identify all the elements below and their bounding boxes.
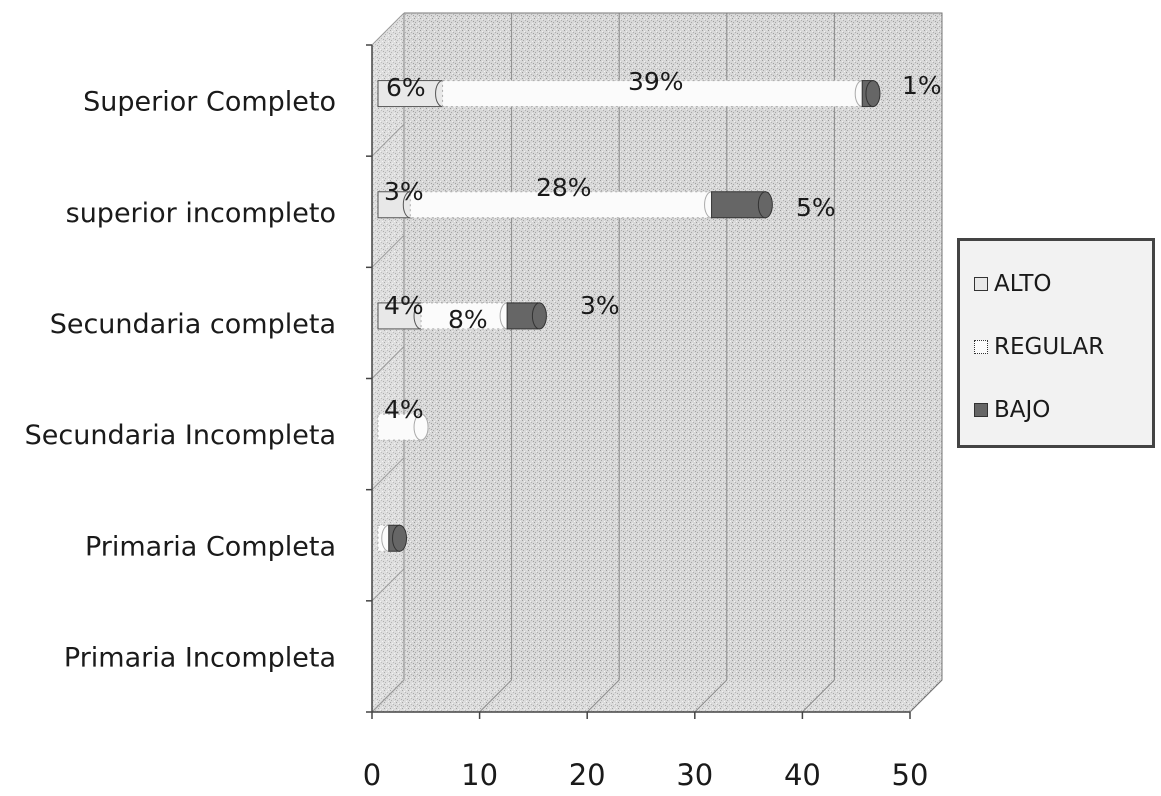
- bar-cap-bajo-4: [392, 524, 408, 552]
- side-gridline-2: [371, 234, 405, 268]
- data-label-alto-0: 6%: [386, 73, 426, 102]
- category-label-0: Superior Completo: [83, 87, 336, 118]
- data-label-bajo-0: 1%: [902, 71, 942, 100]
- floor-gridline-40: [802, 679, 835, 713]
- x-tick-label-30: 30: [676, 758, 713, 792]
- floor-gridline-20: [586, 679, 620, 713]
- side-gridline-1: [371, 123, 405, 157]
- side-gridline-5: [371, 568, 405, 602]
- x-tick-label-50: 50: [892, 758, 929, 792]
- data-label-regular-1: 28%: [536, 173, 592, 202]
- bar-regular-2: [420, 302, 508, 330]
- category-label-5: Primaria Incompleta: [64, 642, 336, 673]
- bar-cap-bajo-2: [531, 302, 547, 330]
- bar-cap-bajo-0: [865, 80, 881, 108]
- legend: ALTO REGULAR BAJO: [957, 238, 1155, 448]
- x-tick-label-20: 20: [569, 758, 606, 792]
- x-tick-label-0: 0: [363, 758, 381, 792]
- category-label-3: Secundaria Incompleta: [25, 420, 336, 451]
- category-label-1: superior incompleto: [66, 198, 336, 229]
- data-label-bajo-1: 5%: [796, 193, 836, 222]
- legend-label-alto: ALTO: [994, 271, 1052, 297]
- data-label-bajo-2: 3%: [580, 291, 620, 320]
- x-tick-label-10: 10: [461, 758, 498, 792]
- floor-gridline-30: [694, 679, 728, 713]
- legend-label-bajo: BAJO: [994, 397, 1051, 423]
- category-label-4: Primaria Completa: [85, 531, 336, 562]
- side-gridline-4: [371, 457, 405, 491]
- data-label-regular-0: 39%: [628, 67, 684, 96]
- legend-item-bajo: BAJO: [974, 397, 1050, 423]
- bar-regular-1: [409, 191, 713, 219]
- data-label-alto-1: 3%: [384, 177, 424, 206]
- side-gridline-6: [371, 679, 405, 713]
- legend-swatch-bajo: [974, 403, 988, 417]
- legend-item-regular: REGULAR: [974, 334, 1104, 360]
- plot-floor: [372, 680, 942, 712]
- floor-gridline-10: [479, 679, 512, 713]
- data-label-regular-2: 8%: [448, 305, 488, 334]
- side-gridline-3: [371, 346, 405, 379]
- data-label-regular-3: 4%: [384, 395, 424, 424]
- data-label-alto-2: 4%: [384, 291, 424, 320]
- plot-back-wall: [404, 13, 942, 680]
- bar-regular-0: [442, 80, 863, 108]
- legend-swatch-regular: [974, 340, 988, 354]
- legend-swatch-alto: [974, 277, 988, 291]
- plot-outline: [404, 12, 943, 713]
- legend-item-alto: ALTO: [974, 271, 1052, 297]
- legend-label-regular: REGULAR: [994, 334, 1105, 360]
- bar-cap-regular-3: [413, 413, 429, 441]
- category-label-2: Secundaria completa: [50, 309, 336, 340]
- side-gridline-0: [371, 12, 405, 46]
- x-tick-label-40: 40: [784, 758, 821, 792]
- bar-cap-bajo-1: [757, 191, 773, 219]
- bar-bajo-1: [711, 191, 766, 219]
